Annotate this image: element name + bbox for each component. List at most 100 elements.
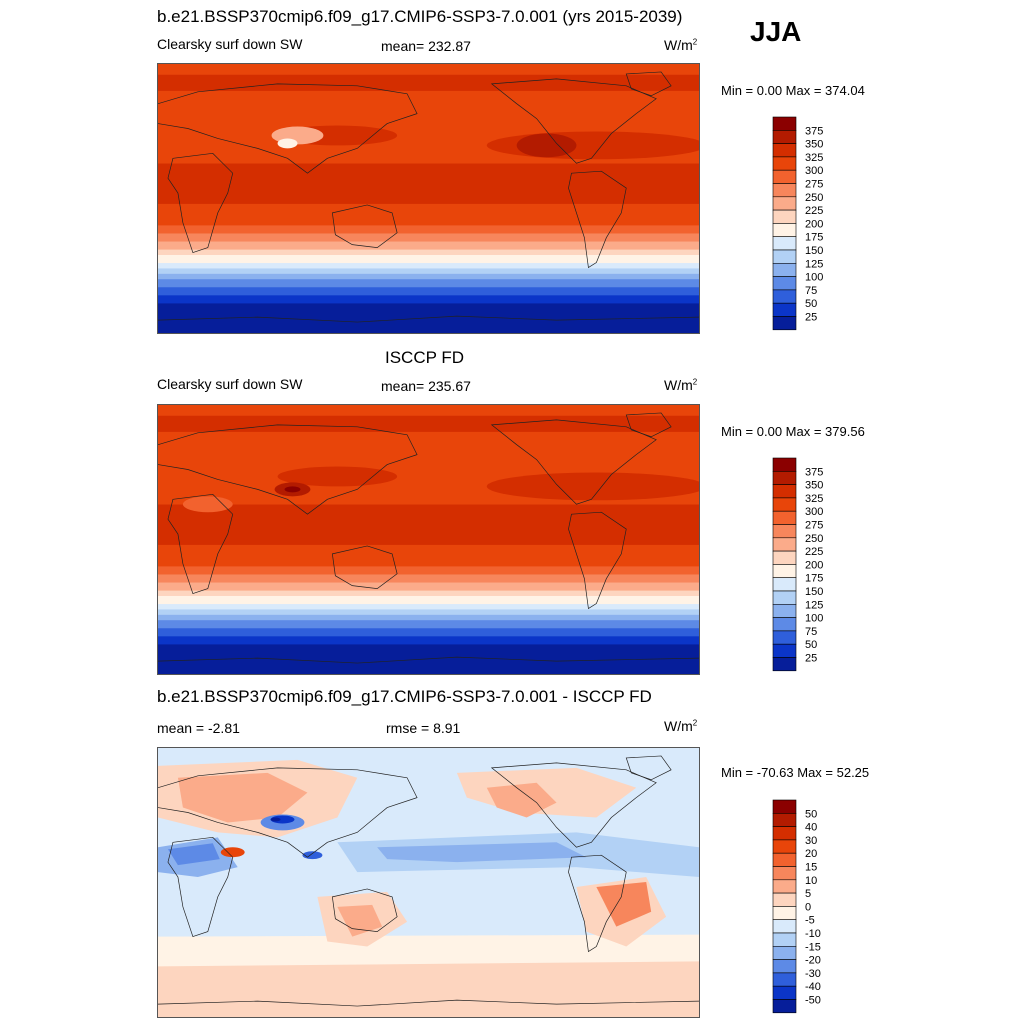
colorbar-model-swatch <box>772 116 797 131</box>
map-obs <box>157 404 700 675</box>
colorbar-model-swatch <box>772 183 797 198</box>
figure-title: b.e21.BSSP370cmip6.f09_g17.CMIP6-SSP3-7.… <box>157 7 683 26</box>
colorbar-obs-tick-label: 200 <box>805 559 823 571</box>
panel-obs-variable: Clearsky surf down SW <box>157 376 303 392</box>
colorbar-model-tick-label: 75 <box>805 285 817 297</box>
panel-obs-title: ISCCP FD <box>385 348 465 367</box>
colorbar-obs-tick-label: 350 <box>805 480 823 492</box>
colorbar-obs-tick-label: 100 <box>805 613 823 625</box>
season-label: JJA <box>750 16 802 47</box>
colorbar-diff-tick-label: 15 <box>805 862 817 874</box>
panel-diff-rmse: rmse = 8.91 <box>386 720 461 736</box>
colorbar-obs-swatch <box>772 524 797 539</box>
colorbar-obs-swatch <box>772 510 797 525</box>
colorbar-model-swatch <box>772 289 797 304</box>
colorbar-obs-tick-label: 225 <box>805 546 823 558</box>
colorbar-obs-tick-label: 275 <box>805 520 823 532</box>
colorbar-obs-swatch <box>772 550 797 565</box>
colorbar-obs-tick-label: 175 <box>805 573 823 585</box>
colorbar-model-swatch <box>772 316 797 331</box>
colorbar-model-tick-label: 150 <box>805 245 823 257</box>
colorbar-obs-swatch <box>772 457 797 472</box>
panel-diff-minmax: Min = -70.63 Max = 52.25 <box>721 765 870 780</box>
colorbar-obs-swatch <box>772 617 797 632</box>
colorbar-obs-swatch <box>772 484 797 499</box>
panel-model-mean: mean= 232.87 <box>381 38 471 54</box>
colorbar-model-tick-label: 50 <box>805 298 817 310</box>
colorbar-model-tick-label: 350 <box>805 139 823 151</box>
colorbar-diff-tick-label: 40 <box>805 822 817 834</box>
panel-diff-units: W/m2 <box>664 718 698 734</box>
colorbar-model-swatch <box>772 223 797 238</box>
colorbar-obs-tick-label: 75 <box>805 626 817 638</box>
colorbar-model-swatch <box>772 196 797 211</box>
colorbar-obs-tick-label: 25 <box>805 653 817 665</box>
colorbar-diff-tick-label: 10 <box>805 875 817 887</box>
colorbar-model-tick-label: 200 <box>805 218 823 230</box>
colorbar-diff-swatch <box>772 946 797 960</box>
colorbar-model-swatch <box>772 302 797 317</box>
colorbar-obs-swatch <box>772 657 797 672</box>
colorbar-obs-tick-label: 300 <box>805 506 823 518</box>
colorbar-diff-swatch <box>772 866 797 881</box>
colorbar-obs-tick-label: 375 <box>805 466 823 478</box>
colorbar-obs-swatch <box>772 471 797 485</box>
colorbar-diff-tick-label: 30 <box>805 835 817 847</box>
colorbar-diff-swatch <box>772 985 797 1000</box>
colorbar-obs-tick-label: 50 <box>805 639 817 651</box>
panel-obs-mean: mean= 235.67 <box>381 378 471 394</box>
colorbar-model-swatch <box>772 169 797 184</box>
colorbar-model-tick-label: 325 <box>805 152 823 164</box>
colorbar-diff-swatch <box>772 906 797 921</box>
colorbar-model-swatch <box>772 263 797 277</box>
panel-diff-mean: mean = -2.81 <box>157 720 240 736</box>
map-model <box>157 63 700 334</box>
colorbar-model-swatch <box>772 236 797 251</box>
colorbar-obs-tick-label: 125 <box>805 599 823 611</box>
colorbar-obs-tick-label: 325 <box>805 493 823 505</box>
colorbar-obs-tick-label: 150 <box>805 586 823 598</box>
colorbar-model-swatch <box>772 249 797 264</box>
colorbar-diff-tick-label: -50 <box>805 995 821 1007</box>
colorbar-obs-tick-label: 250 <box>805 533 823 545</box>
colorbar-diff-swatch <box>772 826 797 841</box>
colorbar-diff-swatch <box>772 999 797 1014</box>
colorbar-diff-swatch <box>772 852 797 867</box>
panel-model-minmax: Min = 0.00 Max = 374.04 <box>721 83 865 98</box>
colorbar-model-swatch <box>772 156 797 171</box>
panel-model-units: W/m2 <box>664 37 698 53</box>
colorbar-model-tick-label: 375 <box>805 125 823 137</box>
colorbar-obs-swatch <box>772 604 797 618</box>
colorbar-diff-swatch <box>772 932 797 947</box>
colorbar-model-tick-label: 275 <box>805 179 823 191</box>
colorbar-diff-tick-label: 20 <box>805 848 817 860</box>
colorbar-model-tick-label: 225 <box>805 205 823 217</box>
colorbar-model-tick-label: 125 <box>805 258 823 270</box>
colorbar-diff-tick-label: -20 <box>805 955 821 967</box>
colorbar-model-tick-label: 250 <box>805 192 823 204</box>
colorbar-diff-tick-label: -10 <box>805 928 821 940</box>
panel-obs-units: W/m2 <box>664 377 698 393</box>
colorbar-model-swatch <box>772 143 797 158</box>
colorbar-diff-swatch <box>772 799 797 814</box>
panel-obs-minmax: Min = 0.00 Max = 379.56 <box>721 424 865 439</box>
colorbar-diff-swatch <box>772 972 797 987</box>
colorbar-diff-tick-label: 50 <box>805 808 817 820</box>
colorbar-obs-swatch <box>772 630 797 645</box>
colorbar-obs-swatch <box>772 564 797 579</box>
colorbar-obs-swatch <box>772 577 797 592</box>
map-difference <box>157 747 700 1018</box>
colorbar-diff-swatch <box>772 959 797 974</box>
colorbar-diff-swatch <box>772 813 797 827</box>
colorbar-diff-tick-label: -15 <box>805 941 821 953</box>
panel-diff-title: b.e21.BSSP370cmip6.f09_g17.CMIP6-SSP3-7.… <box>157 687 652 706</box>
colorbar-model-swatch <box>772 276 797 291</box>
colorbar-diff-swatch <box>772 919 797 934</box>
colorbar-obs-swatch <box>772 643 797 658</box>
colorbar-model-tick-label: 100 <box>805 272 823 284</box>
colorbar-diff-swatch <box>772 879 797 894</box>
panel-model-variable: Clearsky surf down SW <box>157 36 303 52</box>
